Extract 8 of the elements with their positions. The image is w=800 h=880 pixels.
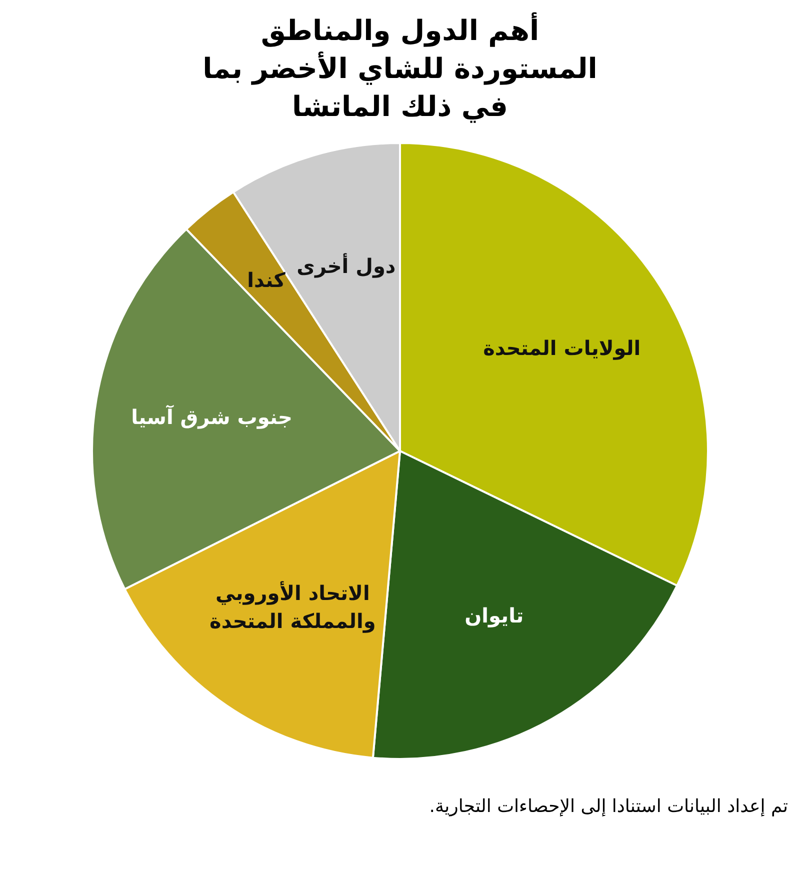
- slice-label: تايوان: [464, 603, 524, 628]
- slice-label: جنوب شرق آسيا: [131, 404, 292, 429]
- slice-label: الولايات المتحدة: [483, 336, 641, 360]
- slice-label: دول أخرى: [296, 252, 396, 278]
- chart-title: أهم الدول والمناطق المستوردة للشاي الأخضر بما في ذلك الماتشا: [202, 11, 598, 125]
- slice-label: كندا: [247, 268, 286, 292]
- text: تم إعداد البيانات استنادا إلى الإحصاءات التجارية.: [428, 796, 789, 817]
- slice-label: الاتحاد الأوروبي والمملكة المتحدة: [210, 581, 376, 634]
